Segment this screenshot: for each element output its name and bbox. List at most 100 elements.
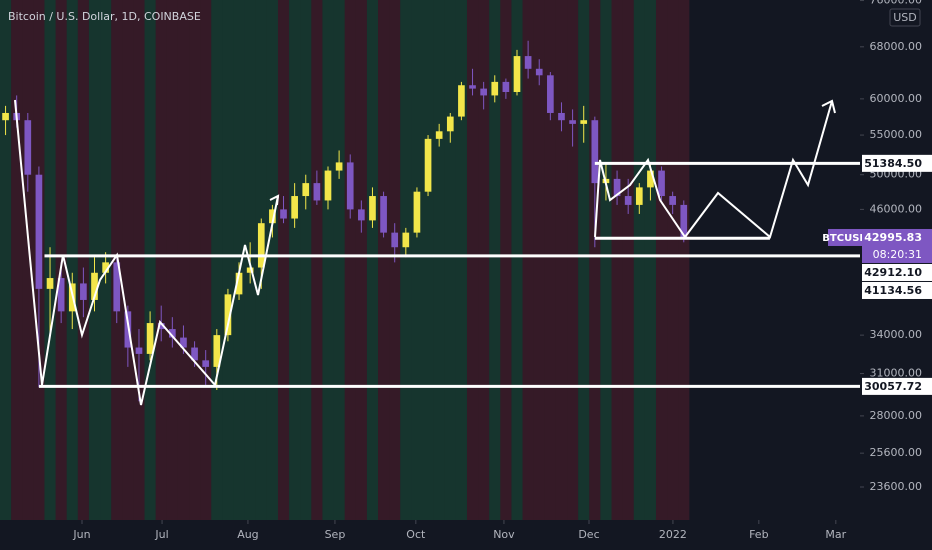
candle-body	[324, 170, 332, 201]
candle-body	[280, 209, 287, 219]
candle-body	[435, 131, 443, 139]
candle-body	[669, 196, 676, 205]
trend-stripe	[166, 0, 178, 520]
trend-stripe	[589, 0, 601, 520]
candle-body	[502, 81, 510, 92]
candle-body	[624, 196, 632, 205]
y-tick-label: 34000.00	[870, 328, 923, 341]
price-tag-label: 42912.10	[864, 266, 922, 279]
candle-body	[80, 283, 87, 300]
price-tag-label: 41134.56	[864, 284, 922, 297]
trend-stripe	[667, 0, 679, 520]
trend-stripe	[144, 0, 156, 520]
candle-body	[513, 56, 521, 92]
chart-title: Bitcoin / U.S. Dollar, 1D, COINBASE	[8, 10, 201, 23]
trend-stripe	[655, 0, 668, 520]
candle-body	[2, 112, 9, 121]
trend-stripe	[289, 0, 301, 520]
trend-stripe	[533, 0, 545, 520]
y-tick-label: 55000.00	[870, 128, 923, 141]
trend-stripe	[189, 0, 201, 520]
trend-stripe	[444, 0, 456, 520]
x-tick-label: Aug	[237, 528, 258, 541]
last-price-label: 42995.83	[864, 231, 922, 244]
candle-body	[446, 116, 454, 132]
trend-stripe	[433, 0, 445, 520]
candle-body	[335, 162, 343, 171]
candle-body	[135, 347, 143, 354]
x-tick-label: Feb	[749, 528, 768, 541]
x-tick-label: Jul	[154, 528, 168, 541]
price-tag-label: 30057.72	[864, 380, 922, 393]
trend-stripe	[422, 0, 434, 520]
zigzag-drawing	[214, 195, 279, 386]
candle-body	[124, 311, 132, 348]
trend-stripe	[466, 0, 479, 520]
trend-stripe	[155, 0, 167, 520]
y-tick-label: 68000.00	[870, 40, 923, 53]
candle-body	[535, 68, 543, 76]
candle-body	[213, 335, 221, 367]
trend-stripe	[633, 0, 645, 520]
candle-body	[491, 81, 499, 96]
candle-body	[168, 329, 176, 338]
candle-body	[46, 278, 54, 289]
trend-stripe	[578, 0, 590, 520]
candle-body	[524, 56, 532, 69]
trend-stripe	[478, 0, 490, 520]
candle-body	[191, 347, 198, 361]
zigzag-drawing	[14, 99, 216, 406]
x-tick-label: 2022	[659, 528, 687, 541]
y-tick-label: 60000.00	[870, 92, 923, 105]
trend-stripe	[66, 0, 78, 520]
trend-stripe	[333, 0, 345, 520]
trend-stripe	[200, 0, 212, 520]
trend-stripe	[122, 0, 134, 520]
candle-body	[613, 178, 621, 197]
candle-body	[24, 120, 32, 175]
trend-stripe	[455, 0, 467, 520]
candle-body	[57, 278, 65, 312]
trend-stripe	[500, 0, 512, 520]
candle-body	[146, 323, 154, 354]
candle-body	[257, 223, 265, 268]
arrow-head	[269, 194, 280, 206]
symbol-label: BTCUSD	[822, 233, 867, 244]
trend-stripe	[222, 0, 234, 520]
trend-stripe	[133, 0, 145, 520]
price-tag	[862, 263, 932, 281]
price-tag	[862, 281, 932, 299]
candle-body	[91, 272, 98, 300]
x-tick-label: Dec	[578, 528, 599, 541]
trend-stripe	[511, 0, 523, 520]
trend-stripe	[555, 0, 568, 520]
trend-stripe	[378, 0, 390, 520]
trend-stripe	[77, 0, 89, 520]
price-tag-label: 51384.50	[864, 157, 922, 170]
candle-body	[269, 209, 276, 224]
candle-body	[102, 262, 109, 273]
trend-stripe	[622, 0, 634, 520]
candle-body	[180, 337, 187, 348]
y-tick-label: 46000.00	[870, 202, 923, 215]
y-tick-label: 23600.00	[870, 480, 923, 493]
candle-body	[380, 196, 387, 233]
trend-stripe	[611, 0, 623, 520]
candle-body	[569, 120, 576, 124]
candle-body	[413, 191, 421, 233]
candle-body	[358, 209, 365, 221]
trend-stripe	[11, 0, 23, 520]
candle-body	[313, 183, 321, 201]
last-price-tag	[862, 228, 932, 263]
price-tag	[862, 154, 932, 172]
trend-stripe	[678, 0, 690, 520]
trend-stripe	[177, 0, 190, 520]
trend-stripe	[600, 0, 612, 520]
candle-body	[235, 272, 243, 295]
candle-body	[647, 170, 654, 188]
candle-body	[458, 85, 465, 117]
candle-body	[157, 323, 165, 330]
trend-stripe	[55, 0, 67, 520]
